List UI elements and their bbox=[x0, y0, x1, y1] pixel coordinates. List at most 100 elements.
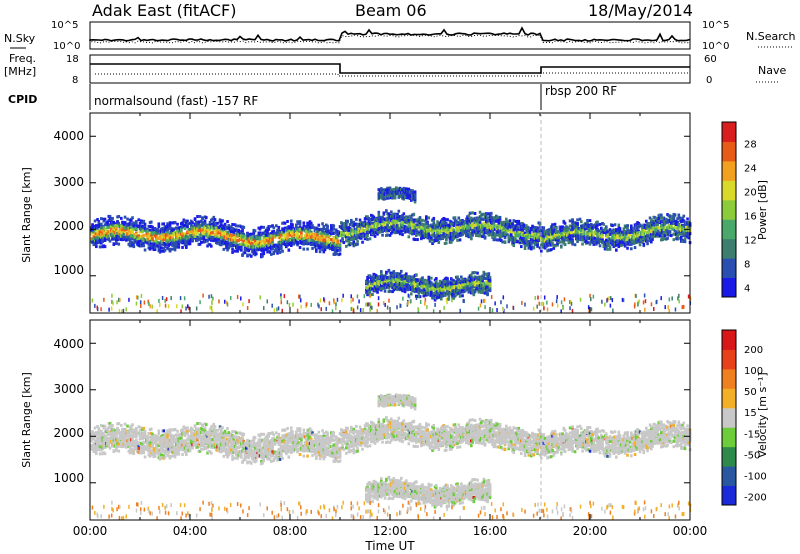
power-cell bbox=[112, 242, 116, 246]
power-cell bbox=[208, 243, 212, 247]
power-cell bbox=[180, 227, 183, 231]
power-cell bbox=[360, 234, 363, 238]
power-cell bbox=[275, 224, 278, 228]
power-cell bbox=[467, 214, 471, 218]
power-cell bbox=[173, 238, 177, 242]
power-cell bbox=[662, 237, 666, 241]
power-cell bbox=[271, 237, 274, 241]
power-cell bbox=[508, 219, 512, 223]
power-cell bbox=[206, 239, 209, 243]
power-cell bbox=[143, 225, 147, 229]
power-cell bbox=[645, 219, 648, 223]
power-cell bbox=[163, 248, 167, 252]
power-cell bbox=[220, 243, 223, 247]
power-cell bbox=[296, 237, 299, 241]
power-cell bbox=[672, 216, 676, 220]
power-cell bbox=[487, 233, 491, 237]
power-cell bbox=[512, 219, 516, 223]
power-cell bbox=[232, 230, 236, 234]
power-cell bbox=[651, 235, 654, 239]
power-cell bbox=[550, 248, 553, 252]
power-cell bbox=[586, 219, 589, 223]
power-cell bbox=[173, 248, 177, 252]
power-cell bbox=[253, 239, 257, 243]
power-cell bbox=[155, 238, 158, 242]
power-cell bbox=[286, 219, 289, 223]
power-cell bbox=[216, 221, 219, 225]
power-cell bbox=[96, 226, 99, 230]
power-cell bbox=[128, 237, 132, 241]
power-cell bbox=[360, 236, 363, 240]
power-cell bbox=[468, 211, 472, 215]
power-cell bbox=[218, 218, 222, 222]
power-cell bbox=[256, 242, 259, 246]
power-cell bbox=[117, 242, 121, 246]
power-cell bbox=[602, 222, 606, 226]
power-cell bbox=[301, 227, 304, 231]
power-cell bbox=[102, 219, 106, 223]
power-cell bbox=[108, 214, 112, 218]
power-cell bbox=[175, 240, 178, 244]
power-cell bbox=[326, 226, 329, 230]
power-cell bbox=[683, 240, 687, 244]
power-cell bbox=[248, 247, 252, 251]
power-cell bbox=[346, 219, 349, 223]
power-cell bbox=[326, 224, 329, 228]
power-cell bbox=[333, 231, 337, 235]
power-cell bbox=[596, 233, 599, 237]
power-cell bbox=[633, 246, 637, 250]
power-cell bbox=[103, 217, 107, 221]
power-cell bbox=[207, 232, 211, 236]
power-cell bbox=[475, 233, 478, 237]
power-cell bbox=[490, 211, 493, 215]
power-cell bbox=[215, 234, 218, 238]
power-cell bbox=[282, 231, 286, 235]
power-cell bbox=[402, 212, 406, 216]
power-cell bbox=[191, 238, 194, 242]
power-cell bbox=[387, 229, 391, 233]
power-cell bbox=[138, 230, 142, 234]
power-cell bbox=[193, 217, 197, 221]
power-cell bbox=[140, 219, 143, 223]
power-cell bbox=[598, 222, 602, 226]
freq-panel: Freq. [MHz] 18 8 60 0 Nave bbox=[4, 52, 786, 86]
power-cell bbox=[236, 235, 239, 239]
power-cell bbox=[212, 215, 216, 219]
power-cell bbox=[535, 226, 538, 230]
power-cell bbox=[553, 244, 557, 248]
power-cell bbox=[576, 218, 579, 222]
power-cell bbox=[321, 222, 324, 226]
power-cell bbox=[241, 229, 244, 233]
power-cell bbox=[190, 232, 193, 236]
power-cell bbox=[323, 238, 327, 242]
power-cell bbox=[541, 245, 544, 249]
power-cell bbox=[630, 247, 633, 251]
power-cell bbox=[338, 246, 342, 250]
power-cell bbox=[100, 235, 103, 239]
power-cell bbox=[341, 222, 344, 226]
power-cell bbox=[338, 248, 342, 252]
power-cell bbox=[305, 230, 308, 234]
power-cell bbox=[666, 229, 669, 233]
freq-trace bbox=[90, 63, 690, 74]
power-cell bbox=[271, 247, 274, 251]
power-cell bbox=[260, 233, 263, 237]
power-cell bbox=[113, 222, 117, 226]
power-cell bbox=[175, 226, 178, 230]
power-cell bbox=[303, 234, 307, 238]
power-cell bbox=[131, 229, 134, 233]
power-cell bbox=[348, 223, 352, 227]
power-cell bbox=[227, 224, 231, 228]
power-cell bbox=[332, 239, 336, 243]
power-cell bbox=[143, 248, 147, 252]
power-cell bbox=[317, 244, 321, 248]
power-cell bbox=[668, 230, 672, 234]
power-cell bbox=[308, 228, 312, 232]
power-cell bbox=[366, 222, 369, 226]
power-cell bbox=[153, 248, 157, 252]
beam-title: Beam 06 bbox=[355, 1, 427, 20]
power-cell bbox=[262, 236, 266, 240]
power-cell bbox=[660, 224, 663, 228]
power-cell bbox=[311, 224, 314, 228]
power-cell bbox=[190, 234, 193, 238]
